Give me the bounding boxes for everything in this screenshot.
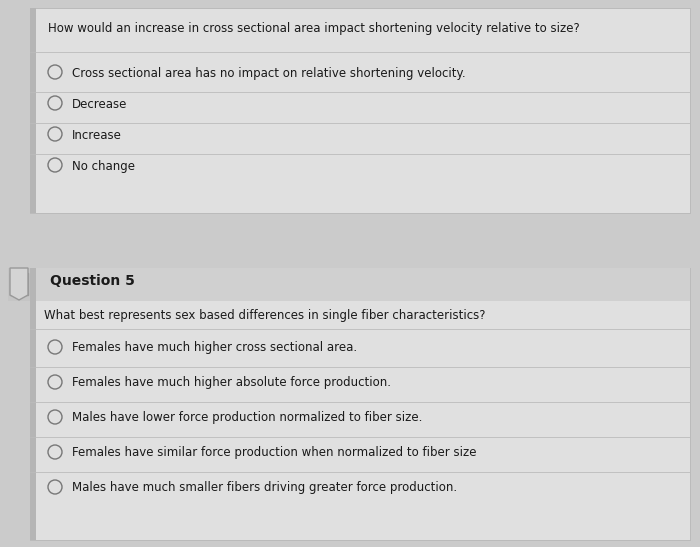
Text: Males have lower force production normalized to fiber size.: Males have lower force production normal… [72, 411, 422, 424]
Text: Increase: Increase [72, 129, 122, 142]
Text: Females have much higher absolute force production.: Females have much higher absolute force … [72, 376, 391, 389]
Text: Decrease: Decrease [72, 98, 127, 111]
Bar [30, 268, 36, 540]
Text: Males have much smaller fibers driving greater force production.: Males have much smaller fibers driving g… [72, 481, 457, 494]
Bar [8, 268, 30, 301]
Polygon shape [10, 268, 28, 300]
Text: Cross sectional area has no impact on relative shortening velocity.: Cross sectional area has no impact on re… [72, 67, 466, 80]
Bar [30, 268, 690, 540]
Text: Females have similar force production when normalized to fiber size: Females have similar force production wh… [72, 446, 477, 459]
Bar [30, 8, 36, 213]
Bar [36, 268, 690, 301]
Text: Question 5: Question 5 [50, 274, 135, 288]
Text: What best represents sex based differences in single fiber characteristics?: What best represents sex based differenc… [44, 309, 486, 322]
Text: How would an increase in cross sectional area impact shortening velocity relativ: How would an increase in cross sectional… [48, 22, 580, 35]
Text: Females have much higher cross sectional area.: Females have much higher cross sectional… [72, 341, 357, 354]
Bar [10, 273, 28, 295]
Bar [30, 8, 690, 213]
Text: No change: No change [72, 160, 135, 173]
